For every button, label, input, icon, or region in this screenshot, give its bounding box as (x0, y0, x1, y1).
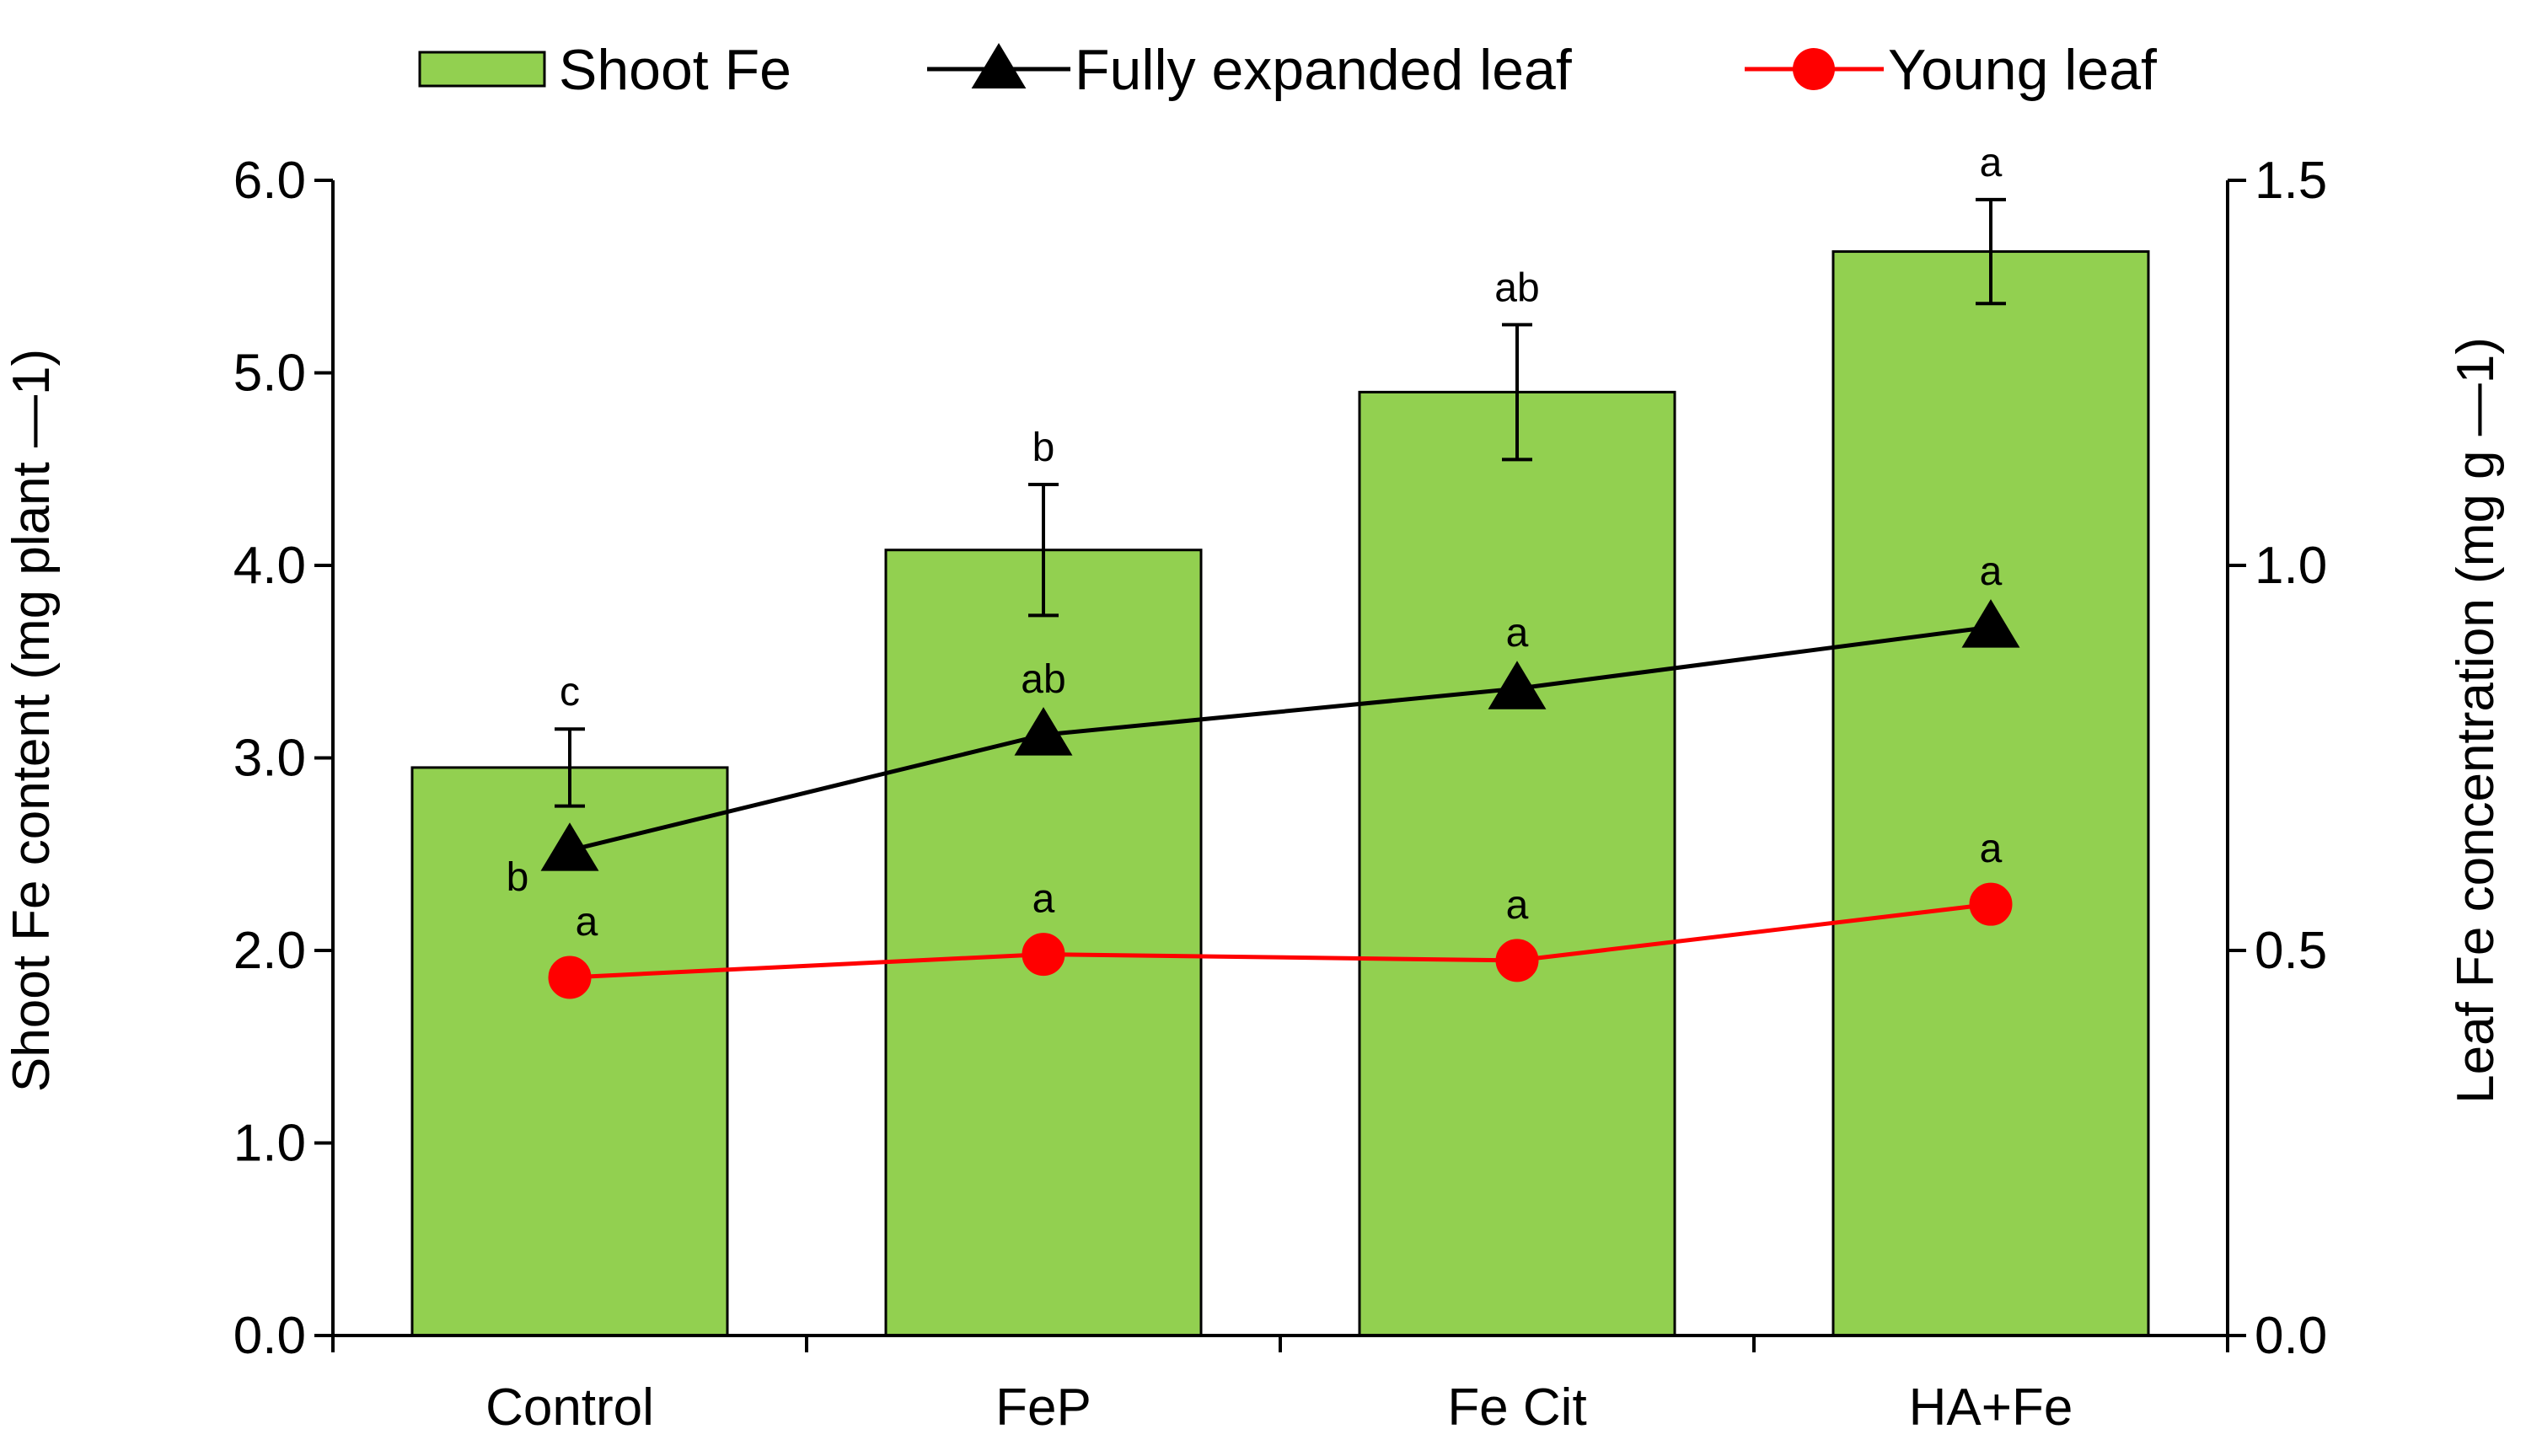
y-left-tick-label: 6.0 (233, 152, 306, 210)
young-leaf-marker-2 (1022, 933, 1065, 977)
fully-expanded-leaf-marker-4 (1961, 599, 2020, 648)
legend-swatch-shoot-fe (418, 51, 546, 88)
line-series (540, 599, 2020, 999)
young-leaf-letter-4: a (1980, 827, 2003, 871)
x-tick-label-1: Control (485, 1378, 654, 1437)
bar-series (410, 197, 2150, 1337)
young-leaf-marker-4 (1969, 882, 2013, 926)
young-leaf-marker-1 (548, 956, 592, 999)
young-leaf-marker-3 (1495, 939, 1539, 982)
bar-letter-4: a (1980, 141, 2003, 185)
bar-letter-3: ab (1494, 265, 1539, 310)
legend-marker-fully-expanded-leaf (971, 43, 1027, 88)
y-left-tick-label: 5.0 (233, 345, 306, 403)
fully-expanded-leaf-letter-1: b (507, 855, 529, 900)
y-right-tick-label: 1.5 (2255, 152, 2327, 210)
y-right-tick-label: 0.5 (2255, 922, 2327, 980)
x-tick-label-2: FeP (995, 1378, 1091, 1437)
fully-expanded-leaf-letter-3: a (1506, 611, 1529, 656)
young-leaf-line (569, 902, 1992, 980)
y-left-axis-title: Shoot Fe content (mg plant —1) (3, 349, 61, 1092)
young-leaf-letter-3: a (1506, 883, 1529, 928)
y-right-axis-title: Leaf Fe concentration (mg g —1) (2447, 337, 2505, 1104)
fully-expanded-leaf-letter-4: a (1980, 549, 2003, 594)
legend-marker-young-leaf (1793, 48, 1835, 90)
young-leaf-letter-2: a (1032, 877, 1055, 922)
legend-label-young-leaf: Young leaf (1888, 38, 2157, 102)
fully-expanded-leaf-marker-3 (1488, 661, 1547, 709)
axes: 0.0 1.0 2.0 3.0 4.0 5.0 6.0 0.0 0.5 1.0 1.5 Control… (233, 152, 2327, 1437)
legend: Shoot Fe Fully expanded leaf Young leaf (418, 38, 2157, 102)
x-tick-label-4: HA+Fe (1909, 1378, 2073, 1437)
legend-label-fully-expanded-leaf: Fully expanded leaf (1075, 38, 1572, 102)
bar-letter-2: b (1032, 426, 1055, 470)
bar-letter-1: c (560, 670, 580, 715)
bar-3 (1358, 390, 1676, 1337)
y-left-tick-label: 0.0 (233, 1307, 306, 1365)
y-left-tick-label: 2.0 (233, 922, 306, 980)
bar-4 (1831, 250, 2150, 1337)
legend-label-shoot-fe: Shoot Fe (559, 38, 791, 102)
x-tick-label-3: Fe Cit (1447, 1378, 1586, 1437)
y-left-tick-label: 1.0 (233, 1115, 306, 1173)
young-leaf-letter-1: a (576, 900, 598, 945)
y-left-tick-label: 3.0 (233, 730, 306, 788)
fully-expanded-leaf-marker-1 (540, 822, 599, 871)
y-right-tick-label: 1.0 (2255, 537, 2327, 595)
y-left-tick-label: 4.0 (233, 537, 306, 595)
fully-expanded-leaf-letter-2: ab (1021, 657, 1065, 702)
y-right-tick-label: 0.0 (2255, 1307, 2327, 1365)
fully-expanded-leaf-marker-2 (1014, 707, 1073, 756)
fully-expanded-leaf-line (569, 624, 1992, 853)
